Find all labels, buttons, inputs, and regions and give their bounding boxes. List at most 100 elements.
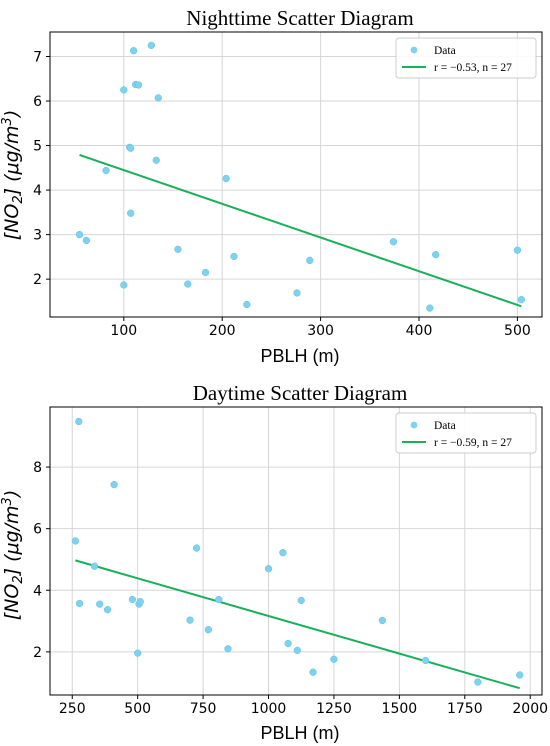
daytime-x-tick-label: 500 [124,701,151,717]
nighttime-data-point [432,251,440,259]
daytime-data-point [75,417,83,426]
daytime-legend: Data r = −0.59, n = 27 [395,412,537,454]
nighttime-data-point [513,246,522,254]
daytime-y-tick-label: 8 [33,460,42,476]
daytime-data-point [186,616,194,624]
daytime-x-tick-label: 1250 [316,701,352,717]
nighttime-x-tick-label: 300 [307,323,334,339]
nighttime-data-point [75,230,84,239]
daytime-y-tick-label: 4 [33,583,42,599]
nighttime-regression-line [79,153,522,308]
daytime-grid [50,407,542,695]
nighttime-data-point [82,236,91,245]
nighttime-data-point [174,245,182,253]
daytime-data-point [128,595,137,604]
nighttime-plot-frame [49,31,543,318]
nighttime-data-point [243,300,251,309]
daytime-x-tick-label: 750 [190,701,217,717]
nighttime-data-point [147,41,156,50]
nighttime-y-tick-label: 6 [33,94,42,110]
daytime-plot-frame [49,406,543,696]
nighttime-panel: Nighttime Scatter Diagram 100 200 300 400 50… [0,6,543,366]
nighttime-x-axis-label: PBLH (m) [260,346,339,366]
nighttime-data-point [426,304,434,312]
nighttime-x-tick-label: 500 [504,323,531,339]
daytime-data-point [421,656,430,665]
daytime-data-point [264,565,273,573]
daytime-x-tick-label: 1500 [382,701,418,717]
nighttime-data-point [230,252,238,261]
nighttime-data-point [222,174,230,183]
daytime-data-point [293,646,301,654]
daytime-legend-box [395,412,537,454]
daytime-data-point [224,645,232,653]
daytime-panel: Daytime Scatter Diagram 250 500 750 1000 125… [0,381,548,743]
nighttime-data-point [102,166,110,175]
nighttime-y-tick-label: 7 [33,49,42,65]
daytime-chart-title: Daytime Scatter Diagram [193,381,408,405]
daytime-data-point [134,649,142,657]
nighttime-x-tick-label: 100 [110,323,137,339]
daytime-data-point [103,606,112,614]
nighttime-data-point [127,209,135,217]
daytime-data-point [516,671,524,679]
daytime-legend-marker-data [410,421,418,429]
daytime-y-tick-label: 6 [33,522,42,538]
nighttime-y-axis-label: [NO2] (μg/m3) [0,110,26,241]
nighttime-chart-title: Nighttime Scatter Diagram [186,6,413,30]
daytime-data-point [136,598,144,606]
daytime-data-point [71,537,80,545]
daytime-data-point [309,668,317,676]
daytime-data-point [96,600,104,608]
nighttime-data-point [134,81,143,89]
nighttime-data-point [120,281,128,289]
daytime-data-point [192,544,201,552]
nighttime-data-point [517,295,525,304]
daytime-legend-label-fit: r = −0.59, n = 27 [434,437,512,449]
nighttime-legend: Data r = −0.53, n = 27 [395,37,537,79]
daytime-regression-line-group [75,559,521,690]
daytime-data-point [474,678,482,686]
daytime-x-axis-label: PBLH (m) [260,723,339,743]
nighttime-data-point [154,94,162,102]
daytime-regression-line [75,559,521,690]
nighttime-data-point [389,238,398,246]
daytime-data-point [284,639,292,648]
daytime-data-point [90,562,99,570]
daytime-data-points [71,417,524,686]
nighttime-data-point [152,156,160,164]
nighttime-regression-line-group [79,153,522,308]
nighttime-data-point [201,268,210,277]
nighttime-data-point [120,86,128,94]
nighttime-legend-label-data: Data [434,45,456,57]
daytime-tick-labels: 250 500 750 1000 1250 1500 1750 2000 2 4 6 8 [33,460,548,717]
nighttime-legend-box [395,37,537,79]
nighttime-y-tick-label: 2 [33,272,42,288]
nighttime-data-point [306,256,314,265]
daytime-data-point [378,616,387,625]
daytime-data-point [75,599,84,608]
daytime-x-tick-label: 1000 [251,701,287,717]
nighttime-tick-labels: 100 200 300 400 500 2 3 4 5 6 7 [33,49,531,339]
nighttime-x-tick-label: 400 [406,323,433,339]
nighttime-data-points [75,41,525,312]
nighttime-data-point [129,47,138,55]
nighttime-grid [50,32,542,317]
nighttime-data-point [184,280,192,288]
daytime-legend-label-data: Data [434,420,456,432]
daytime-x-tick-label: 250 [59,701,86,717]
nighttime-legend-label-fit: r = −0.53, n = 27 [434,62,512,74]
daytime-data-point [279,549,287,557]
nighttime-y-tick-label: 4 [33,183,42,199]
daytime-data-point [330,655,338,663]
daytime-x-tick-label: 1750 [447,701,483,717]
nighttime-data-point [127,144,135,152]
nighttime-legend-marker-data [410,46,418,54]
daytime-y-tick-label: 2 [33,645,42,661]
nighttime-x-tick-label: 200 [209,323,236,339]
daytime-data-point [204,626,212,634]
daytime-y-axis-label: [NO2] (μg/m3) [0,490,26,621]
daytime-data-point [110,480,118,489]
daytime-x-tick-label: 2000 [512,701,548,717]
nighttime-y-tick-label: 3 [33,228,42,244]
